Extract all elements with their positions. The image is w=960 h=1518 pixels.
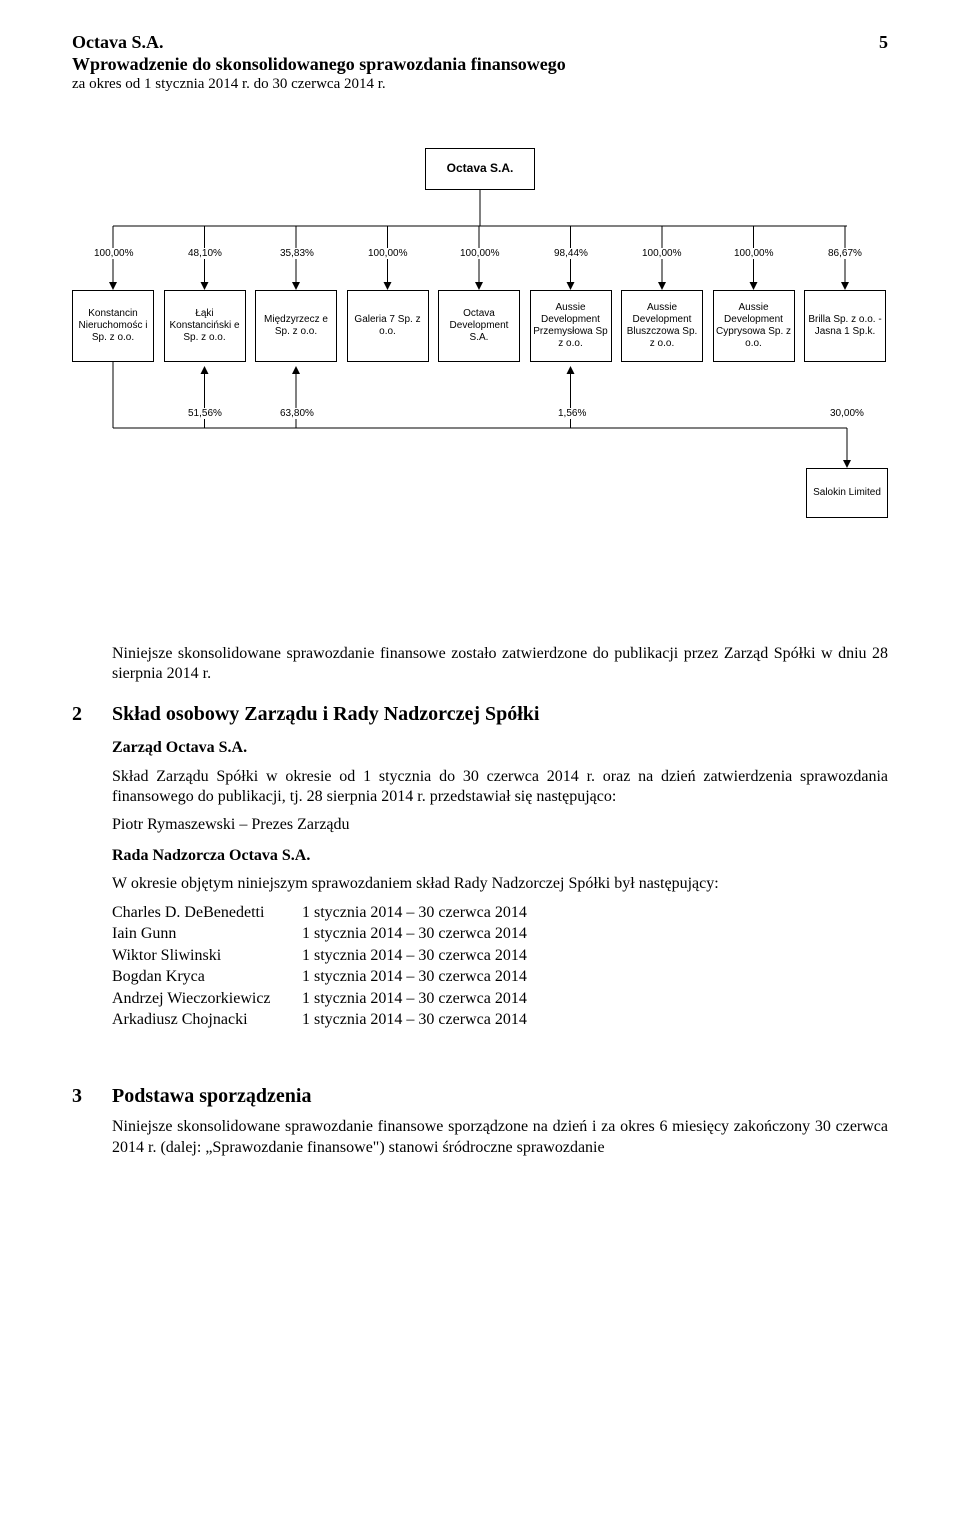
page-header: Octava S.A. Wprowadzenie do skonsolidowa… xyxy=(72,32,888,93)
org-pct-2: 35,83% xyxy=(280,248,314,259)
section-3-number: 3 xyxy=(72,1084,92,1110)
org-chart: Octava S.A. 100,00% 48,10% 35,83% 100,00… xyxy=(72,148,888,608)
org-pct-4: 100,00% xyxy=(460,248,499,259)
board-name: Andrzej Wieczorkiewicz xyxy=(112,989,302,1010)
body: Niniejsze skonsolidowane sprawozdanie fi… xyxy=(72,644,888,1159)
org-child-6: Aussie Development Bluszczowa Sp. z o.o. xyxy=(621,290,703,362)
org-child-6-label: Aussie Development Bluszczowa Sp. z o.o. xyxy=(624,302,700,350)
org-child-5: Aussie Development Przemysłowa Sp z o.o. xyxy=(530,290,612,362)
section-3-title: Podstawa sporządzenia xyxy=(112,1084,311,1110)
intro-paragraph: Niniejsze skonsolidowane sprawozdanie fi… xyxy=(112,644,888,685)
section-2-title: Skład osobowy Zarządu i Rady Nadzorczej … xyxy=(112,702,539,728)
org-child-7: Aussie Development Cyprysowa Sp. z o.o. xyxy=(713,290,795,362)
org-pct-6: 100,00% xyxy=(642,248,681,259)
org-pct-3: 100,00% xyxy=(368,248,407,259)
board-table: Charles D. DeBenedetti1 stycznia 2014 – … xyxy=(112,903,535,1032)
header-sub: za okres od 1 stycznia 2014 r. do 30 cze… xyxy=(72,76,888,93)
org-lower-pct-d: 30,00% xyxy=(830,408,864,419)
header-company: Octava S.A. xyxy=(72,32,888,53)
org-salokin: Salokin Limited xyxy=(806,468,888,518)
org-pct-8: 86,67% xyxy=(828,248,862,259)
board-term: 1 stycznia 2014 – 30 czerwca 2014 xyxy=(302,903,535,924)
page-number: 5 xyxy=(879,32,888,53)
org-lower-pct-a: 51,56% xyxy=(188,408,222,419)
org-child-8-label: Brilla Sp. z o.o. - Jasna 1 Sp.k. xyxy=(807,314,883,338)
section-2-number: 2 xyxy=(72,702,92,728)
org-child-0: Konstancin Nieruchomośc i Sp. z o.o. xyxy=(72,290,154,362)
board-name: Iain Gunn xyxy=(112,924,302,945)
org-child-3: Galeria 7 Sp. z o.o. xyxy=(347,290,429,362)
board-row: Andrzej Wieczorkiewicz1 stycznia 2014 – … xyxy=(112,989,535,1010)
org-pct-5: 98,44% xyxy=(554,248,588,259)
page: Octava S.A. Wprowadzenie do skonsolidowa… xyxy=(0,0,960,1518)
org-child-2: Międzyrzecz e Sp. z o.o. xyxy=(255,290,337,362)
org-lower-pct-b: 63,80% xyxy=(280,408,314,419)
board-name: Charles D. DeBenedetti xyxy=(112,903,302,924)
org-child-2-label: Międzyrzecz e Sp. z o.o. xyxy=(258,314,334,338)
board-term: 1 stycznia 2014 – 30 czerwca 2014 xyxy=(302,946,535,967)
org-child-5-label: Aussie Development Przemysłowa Sp z o.o. xyxy=(533,302,609,350)
org-child-3-label: Galeria 7 Sp. z o.o. xyxy=(350,314,426,338)
org-pct-0: 100,00% xyxy=(94,248,133,259)
section-2-heading: 2 Skład osobowy Zarządu i Rady Nadzorcze… xyxy=(72,702,888,728)
org-salokin-label: Salokin Limited xyxy=(813,487,881,499)
zarzad-heading: Zarząd Octava S.A. xyxy=(112,738,888,758)
org-pct-7: 100,00% xyxy=(734,248,773,259)
org-pct-1: 48,10% xyxy=(188,248,222,259)
board-row: Bogdan Kryca1 stycznia 2014 – 30 czerwca… xyxy=(112,967,535,988)
board-row: Wiktor Sliwinski1 stycznia 2014 – 30 cze… xyxy=(112,946,535,967)
board-row: Arkadiusz Chojnacki1 stycznia 2014 – 30 … xyxy=(112,1010,535,1031)
section-3-paragraph: Niniejsze skonsolidowane sprawozdanie fi… xyxy=(112,1117,888,1158)
org-child-1-label: Łąki Konstanciński e Sp. z o.o. xyxy=(167,308,243,344)
board-name: Wiktor Sliwinski xyxy=(112,946,302,967)
zarzad-paragraph: Skład Zarządu Spółki w okresie od 1 styc… xyxy=(112,767,888,808)
org-parent: Octava S.A. xyxy=(425,148,535,190)
header-title: Wprowadzenie do skonsolidowanego sprawoz… xyxy=(72,53,888,76)
org-child-8: Brilla Sp. z o.o. - Jasna 1 Sp.k. xyxy=(804,290,886,362)
board-row: Charles D. DeBenedetti1 stycznia 2014 – … xyxy=(112,903,535,924)
zarzad-member: Piotr Rymaszewski – Prezes Zarządu xyxy=(112,815,888,835)
rada-heading: Rada Nadzorcza Octava S.A. xyxy=(112,846,888,866)
rada-intro: W okresie objętym niniejszym sprawozdani… xyxy=(112,874,888,894)
org-child-7-label: Aussie Development Cyprysowa Sp. z o.o. xyxy=(716,302,792,350)
section-3-heading: 3 Podstawa sporządzenia xyxy=(72,1084,888,1110)
org-lower-pct-c: 1,56% xyxy=(558,408,586,419)
board-term: 1 stycznia 2014 – 30 czerwca 2014 xyxy=(302,1010,535,1031)
org-parent-label: Octava S.A. xyxy=(447,161,514,175)
org-child-4-label: Octava Development S.A. xyxy=(441,308,517,344)
org-child-4: Octava Development S.A. xyxy=(438,290,520,362)
board-term: 1 stycznia 2014 – 30 czerwca 2014 xyxy=(302,989,535,1010)
org-connectors xyxy=(72,148,888,608)
board-name: Arkadiusz Chojnacki xyxy=(112,1010,302,1031)
org-child-0-label: Konstancin Nieruchomośc i Sp. z o.o. xyxy=(75,308,151,344)
board-row: Iain Gunn1 stycznia 2014 – 30 czerwca 20… xyxy=(112,924,535,945)
org-child-1: Łąki Konstanciński e Sp. z o.o. xyxy=(164,290,246,362)
board-term: 1 stycznia 2014 – 30 czerwca 2014 xyxy=(302,924,535,945)
board-term: 1 stycznia 2014 – 30 czerwca 2014 xyxy=(302,967,535,988)
board-name: Bogdan Kryca xyxy=(112,967,302,988)
